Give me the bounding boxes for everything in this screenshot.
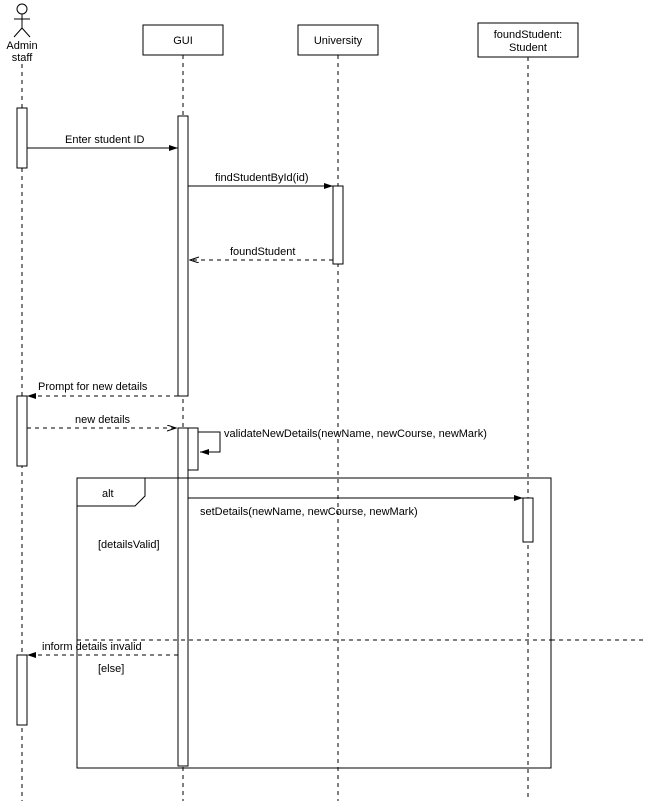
actor-label-1: Admin: [6, 40, 37, 52]
guard-else: [else]: [98, 663, 124, 675]
alt-fragment: alt [detailsValid] [else]: [77, 478, 647, 768]
activation-gui-2: [178, 428, 188, 766]
activation-student-1: [523, 498, 533, 542]
activation-university-1: [333, 186, 343, 264]
msg-new-details-label: new details: [75, 414, 131, 426]
lifeline-student: foundStudent: Student: [478, 23, 578, 57]
gui-label: GUI: [173, 35, 193, 47]
sequence-diagram: Admin staff GUI University foundStudent:…: [0, 0, 647, 801]
lifeline-university: University: [298, 25, 378, 55]
activation-gui-1: [178, 116, 188, 396]
msg-set-details-label: setDetails(newName, newCourse, newMark): [200, 506, 418, 518]
alt-label: alt: [102, 488, 114, 500]
activation-actor-2: [17, 396, 27, 466]
actor-admin-staff: Admin staff: [6, 4, 37, 64]
msg-find-student-label: findStudentById(id): [215, 172, 309, 184]
msg-validate-details: validateNewDetails(newName, newCourse, n…: [188, 428, 487, 470]
student-label-2: Student: [509, 42, 547, 54]
msg-prompt-details-label: Prompt for new details: [38, 381, 148, 393]
guard-valid: [detailsValid]: [98, 539, 160, 551]
activation-actor-3: [17, 655, 27, 725]
activation-actor-1: [17, 108, 27, 168]
lifeline-gui: GUI: [143, 25, 223, 55]
msg-enter-student-id-label: Enter student ID: [65, 134, 145, 146]
msg-found-student-label: foundStudent: [230, 246, 295, 258]
msg-validate-details-label: validateNewDetails(newName, newCourse, n…: [224, 428, 487, 440]
student-label-1: foundStudent:: [494, 29, 563, 41]
actor-label-2: staff: [12, 52, 34, 64]
msg-inform-invalid-label: inform details invalid: [42, 641, 142, 653]
university-label: University: [314, 35, 363, 47]
